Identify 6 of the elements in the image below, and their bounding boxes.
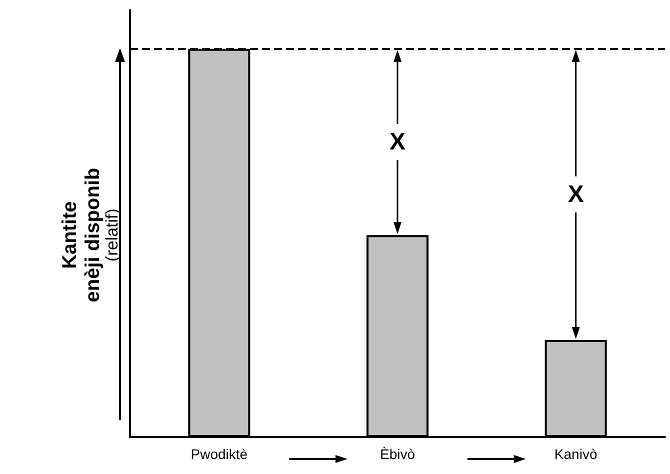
annotation: X (568, 180, 584, 208)
x-tick-label: Pwodiktè (190, 446, 248, 462)
y-axis-title: Kantite enèji disponib (relatif) (59, 168, 122, 302)
x-tick-label: Èbivò (380, 446, 416, 462)
x-tick-label: Kanivò (554, 446, 598, 462)
annotation: X (389, 128, 406, 156)
